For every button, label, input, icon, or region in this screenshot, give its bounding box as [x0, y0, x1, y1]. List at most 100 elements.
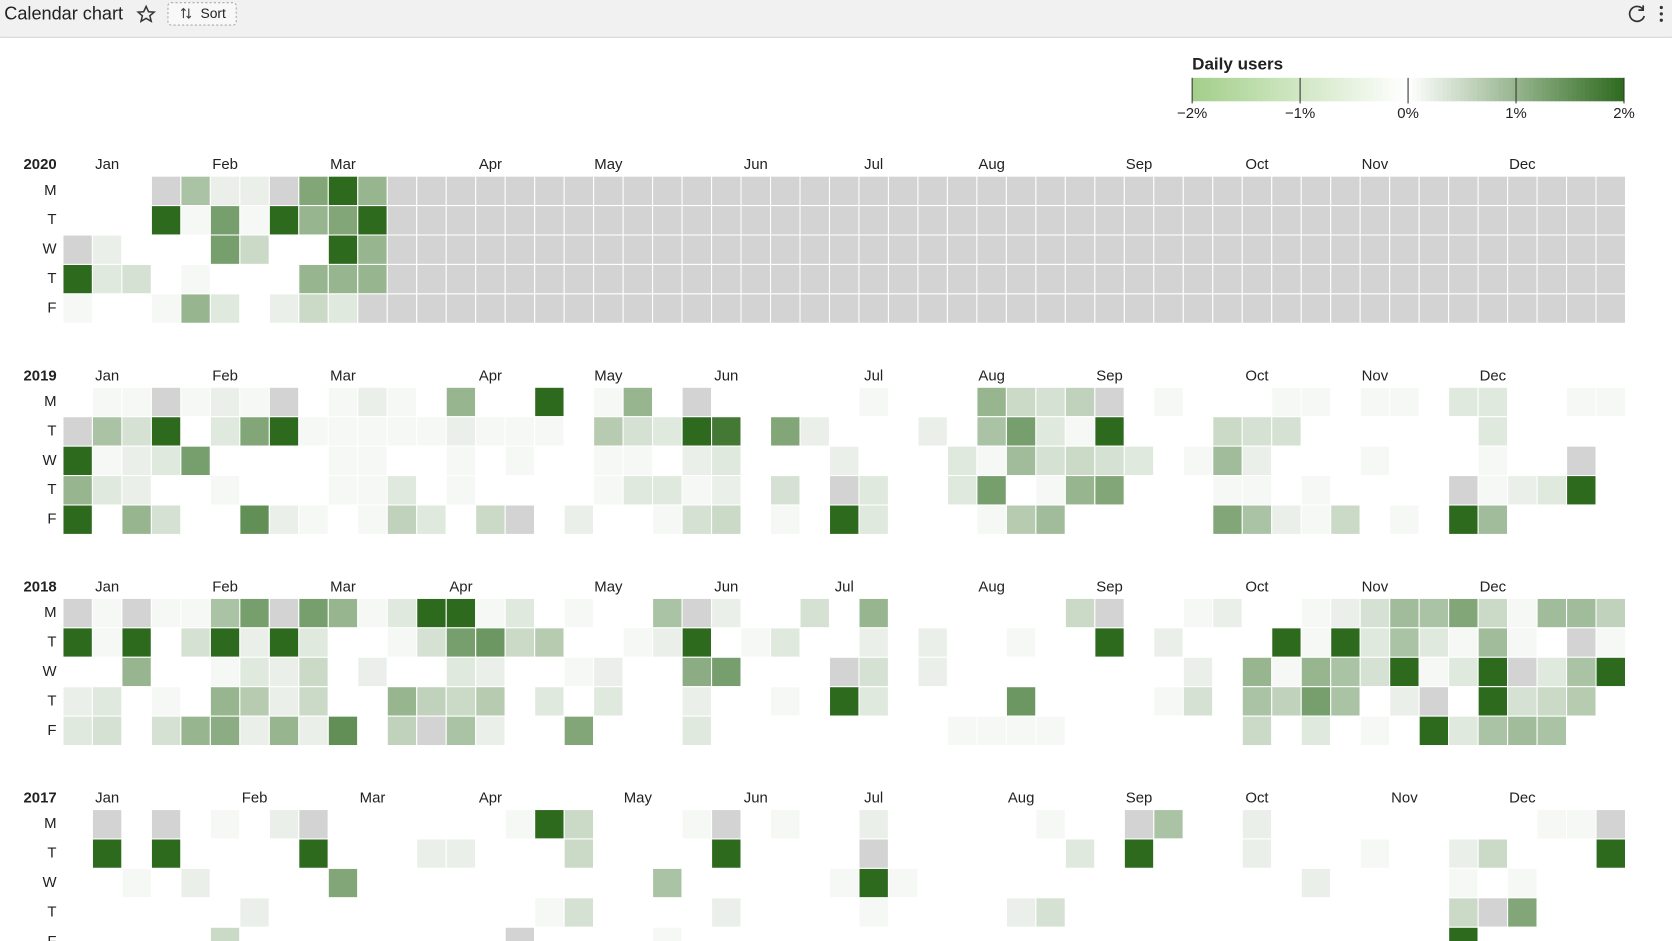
day-cell	[62, 597, 93, 629]
sort-label[interactable]: Sort	[200, 5, 226, 21]
day-cell	[622, 175, 654, 207]
day-cell	[858, 293, 889, 324]
day-cell	[1389, 293, 1420, 324]
day-cell	[1418, 926, 1450, 941]
day-cell	[534, 416, 565, 447]
day-cell	[1005, 234, 1037, 265]
day-cell	[1418, 808, 1450, 840]
day-cell	[327, 445, 359, 477]
sort-button[interactable]	[167, 2, 237, 26]
legend-swatch	[1559, 77, 1565, 102]
day-cell	[681, 597, 713, 629]
day-cell	[298, 897, 329, 928]
day-cell	[1005, 597, 1037, 629]
day-cell	[1418, 656, 1450, 688]
day-cell	[1005, 656, 1037, 688]
day-cell	[976, 838, 1007, 869]
day-cell	[91, 686, 123, 717]
day-cell	[828, 386, 860, 418]
day-cell	[1389, 808, 1420, 840]
legend-swatch	[1503, 77, 1508, 102]
day-cell	[386, 597, 418, 629]
day-cell	[1507, 686, 1538, 717]
day-cell	[976, 867, 1007, 899]
day-cell	[622, 686, 654, 717]
day-cell	[563, 808, 595, 840]
day-cell	[91, 416, 123, 447]
day-cell	[534, 386, 565, 418]
day-cell	[239, 205, 270, 236]
day-cell	[1448, 234, 1479, 265]
day-cell	[828, 293, 860, 324]
weekday-label: T	[47, 692, 56, 709]
day-cell	[711, 867, 742, 899]
weekday-label: T	[47, 481, 56, 498]
day-cell	[917, 627, 948, 658]
day-cell	[917, 656, 948, 688]
day-cell	[1359, 386, 1391, 418]
day-cell	[1389, 897, 1420, 928]
day-cell	[1418, 686, 1450, 717]
day-cell	[1035, 416, 1066, 447]
legend-swatch	[1425, 77, 1431, 102]
day-cell	[1595, 175, 1627, 207]
day-cell	[239, 263, 270, 295]
day-cell	[445, 386, 477, 418]
day-cell	[534, 475, 565, 506]
day-cell	[769, 205, 801, 236]
day-cell	[475, 445, 506, 477]
day-cell	[1241, 445, 1273, 477]
day-cell	[828, 627, 860, 658]
day-cell	[563, 715, 595, 747]
day-cell	[298, 504, 329, 535]
day-cell	[150, 897, 182, 928]
day-cell	[769, 475, 801, 506]
day-cell	[1566, 205, 1597, 236]
legend-swatch	[1585, 77, 1590, 102]
day-cell	[416, 926, 447, 941]
year-label: 2018	[23, 578, 56, 595]
star-button[interactable]	[136, 4, 156, 23]
day-cell	[386, 445, 418, 477]
legend-swatch	[1606, 77, 1612, 102]
day-cell	[209, 597, 241, 629]
day-cell	[180, 597, 211, 629]
legend-swatch	[1485, 77, 1491, 102]
legend-swatch	[1507, 77, 1513, 102]
day-cell	[62, 926, 93, 941]
page-title: Calendar chart	[4, 4, 123, 24]
day-cell	[622, 234, 654, 265]
day-cell	[828, 867, 860, 899]
day-cell	[1123, 293, 1155, 324]
day-cell	[239, 597, 270, 629]
day-cell	[1330, 656, 1361, 688]
day-cell	[1389, 445, 1420, 477]
day-cell	[711, 627, 742, 658]
day-cell	[1330, 597, 1361, 629]
day-cell	[1300, 897, 1332, 928]
day-cell	[1536, 686, 1568, 717]
refresh-button[interactable]	[1628, 5, 1646, 23]
day-cell	[1064, 175, 1096, 207]
day-cell	[416, 234, 447, 265]
month-label: Dec	[1480, 367, 1507, 384]
day-cell	[1212, 627, 1243, 658]
day-cell	[1212, 386, 1243, 418]
day-cell	[1536, 715, 1568, 747]
day-cell	[62, 386, 93, 418]
day-cell	[475, 867, 506, 899]
day-cell	[62, 867, 93, 899]
day-cell	[1094, 175, 1125, 207]
day-cell	[1153, 175, 1184, 207]
legend-swatch	[1351, 77, 1357, 102]
menu-button[interactable]	[1659, 5, 1663, 22]
day-cell	[475, 926, 506, 941]
day-cell	[1566, 386, 1597, 418]
day-cell	[1359, 686, 1391, 717]
day-cell	[917, 686, 948, 717]
day-cell	[1035, 715, 1066, 747]
day-cell	[1507, 867, 1538, 899]
day-cell	[327, 656, 359, 688]
day-cell	[740, 926, 772, 941]
day-cell	[1064, 808, 1096, 840]
